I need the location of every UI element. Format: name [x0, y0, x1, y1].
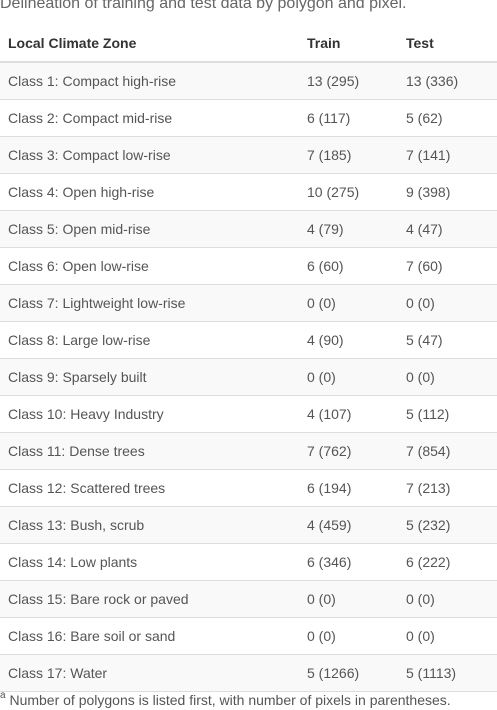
cell-train: 0 (0): [299, 617, 398, 655]
cell-train: 6 (117): [299, 99, 398, 137]
cell-train: 4 (79): [299, 210, 398, 248]
cell-zone: Class 2: Compact mid-rise: [0, 99, 299, 137]
cell-train: 0 (0): [299, 284, 398, 322]
cell-train: 4 (459): [299, 506, 398, 544]
cell-zone: Class 5: Open mid-rise: [0, 210, 299, 248]
cell-zone: Class 1: Compact high-rise: [0, 62, 299, 100]
cell-zone: Class 6: Open low-rise: [0, 247, 299, 285]
column-header-test: Test: [398, 25, 497, 63]
cell-test: 13 (336): [398, 62, 497, 100]
cell-test: 5 (47): [398, 321, 497, 359]
cell-train: 7 (762): [299, 432, 398, 470]
cell-train: 0 (0): [299, 580, 398, 618]
cell-zone: Class 17: Water: [0, 654, 299, 692]
cell-train: 6 (194): [299, 469, 398, 507]
cell-test: 0 (0): [398, 580, 497, 618]
cell-test: 5 (232): [398, 506, 497, 544]
table-footnote: a Number of polygons is listed first, wi…: [0, 690, 451, 708]
footnote-marker: a: [0, 690, 6, 701]
cell-test: 9 (398): [398, 173, 497, 211]
table-caption: Delineation of training and test data by…: [0, 0, 407, 12]
table-row: Class 3: Compact low-rise 7 (185) 7 (141): [0, 136, 497, 174]
table-row: Class 17: Water 5 (1266) 5 (1113): [0, 654, 497, 692]
table-header-row: Local Climate Zone Train Test: [0, 25, 497, 63]
table-row: Class 16: Bare soil or sand 0 (0) 0 (0): [0, 617, 497, 655]
cell-zone: Class 13: Bush, scrub: [0, 506, 299, 544]
cell-train: 7 (185): [299, 136, 398, 174]
cell-test: 7 (854): [398, 432, 497, 470]
cell-zone: Class 10: Heavy Industry: [0, 395, 299, 433]
cell-zone: Class 12: Scattered trees: [0, 469, 299, 507]
table-row: Class 10: Heavy Industry 4 (107) 5 (112): [0, 395, 497, 433]
cell-zone: Class 16: Bare soil or sand: [0, 617, 299, 655]
cell-zone: Class 14: Low plants: [0, 543, 299, 581]
table-row: Class 2: Compact mid-rise 6 (117) 5 (62): [0, 99, 497, 137]
cell-test: 0 (0): [398, 617, 497, 655]
data-table: Local Climate Zone Train Test Class 1: C…: [0, 25, 497, 692]
table-row: Class 12: Scattered trees 6 (194) 7 (213): [0, 469, 497, 507]
cell-train: 6 (346): [299, 543, 398, 581]
cell-train: 5 (1266): [299, 654, 398, 692]
table-row: Class 11: Dense trees 7 (762) 7 (854): [0, 432, 497, 470]
cell-test: 7 (213): [398, 469, 497, 507]
cell-zone: Class 11: Dense trees: [0, 432, 299, 470]
table-row: Class 5: Open mid-rise 4 (79) 4 (47): [0, 210, 497, 248]
table-body: Class 1: Compact high-rise 13 (295) 13 (33…: [0, 62, 497, 692]
table-row: Class 9: Sparsely built 0 (0) 0 (0): [0, 358, 497, 396]
cell-test: 0 (0): [398, 284, 497, 322]
table-row: Class 1: Compact high-rise 13 (295) 13 (33…: [0, 62, 497, 100]
cell-train: 0 (0): [299, 358, 398, 396]
cell-test: 7 (60): [398, 247, 497, 285]
table-row: Class 13: Bush, scrub 4 (459) 5 (232): [0, 506, 497, 544]
cell-test: 0 (0): [398, 358, 497, 396]
table-row: Class 6: Open low-rise 6 (60) 7 (60): [0, 247, 497, 285]
table-row: Class 7: Lightweight low-rise 0 (0) 0 (0): [0, 284, 497, 322]
column-header-zone: Local Climate Zone: [0, 25, 299, 63]
cell-test: 7 (141): [398, 136, 497, 174]
cell-zone: Class 9: Sparsely built: [0, 358, 299, 396]
cell-test: 5 (1113): [398, 654, 497, 692]
cell-train: 10 (275): [299, 173, 398, 211]
cell-zone: Class 8: Large low-rise: [0, 321, 299, 359]
cell-train: 4 (90): [299, 321, 398, 359]
cell-test: 4 (47): [398, 210, 497, 248]
column-header-train: Train: [299, 25, 398, 63]
cell-test: 6 (222): [398, 543, 497, 581]
cell-train: 13 (295): [299, 62, 398, 100]
cell-train: 6 (60): [299, 247, 398, 285]
cell-test: 5 (62): [398, 99, 497, 137]
table-row: Class 4: Open high-rise 10 (275) 9 (398): [0, 173, 497, 211]
cell-test: 5 (112): [398, 395, 497, 433]
cell-train: 4 (107): [299, 395, 398, 433]
table-row: Class 8: Large low-rise 4 (90) 5 (47): [0, 321, 497, 359]
cell-zone: Class 15: Bare rock or paved: [0, 580, 299, 618]
table-row: Class 14: Low plants 6 (346) 6 (222): [0, 543, 497, 581]
cell-zone: Class 7: Lightweight low-rise: [0, 284, 299, 322]
footnote-text: Number of polygons is listed first, with…: [5, 692, 451, 708]
cell-zone: Class 4: Open high-rise: [0, 173, 299, 211]
cell-zone: Class 3: Compact low-rise: [0, 136, 299, 174]
table-row: Class 15: Bare rock or paved 0 (0) 0 (0): [0, 580, 497, 618]
